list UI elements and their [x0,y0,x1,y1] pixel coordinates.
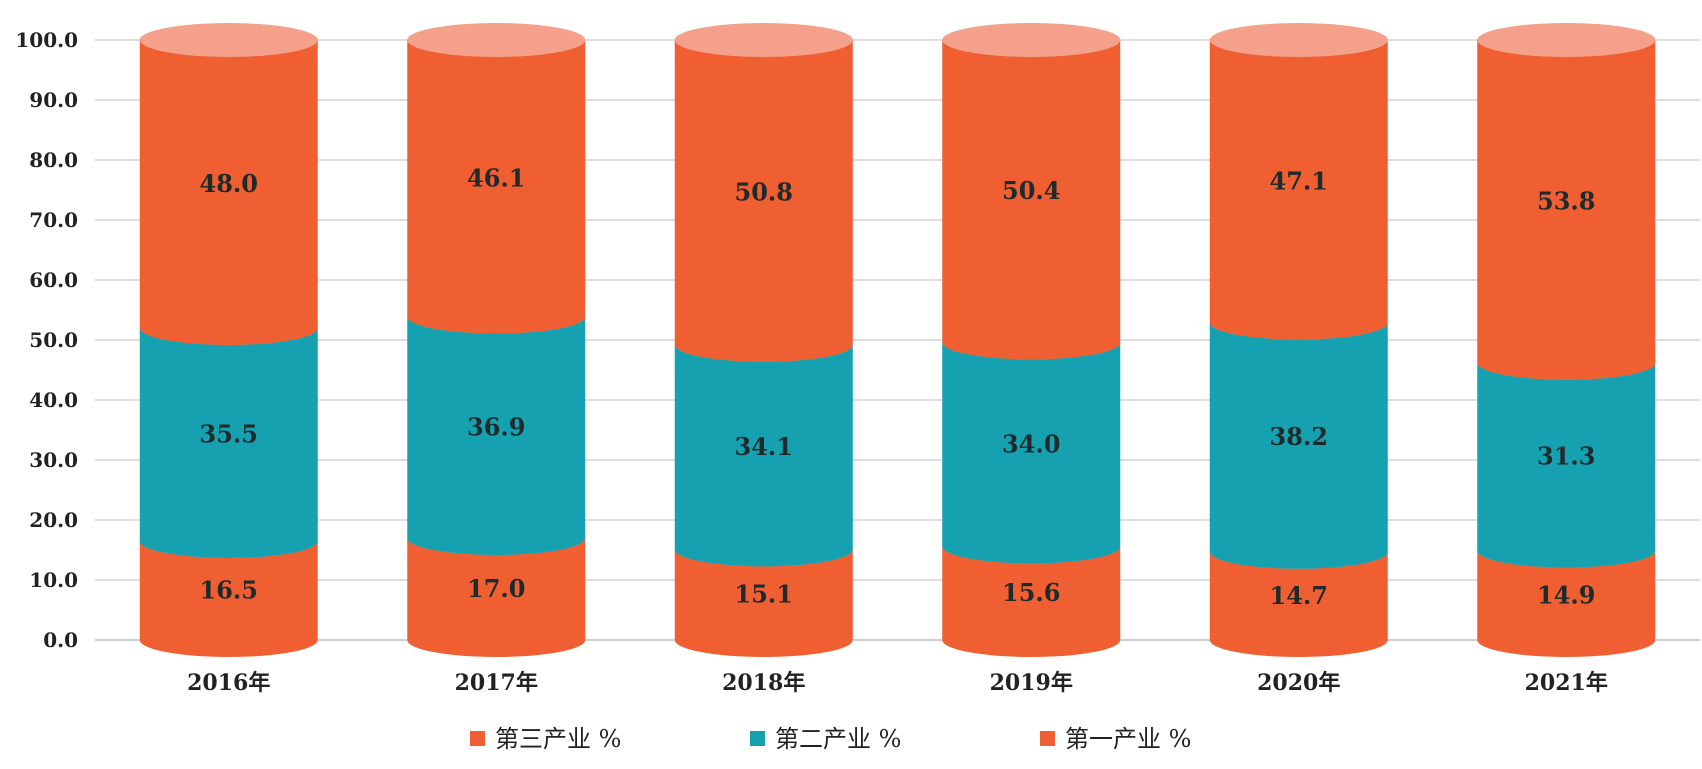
bar-stack: 15.6 34.0 50.4 [942,23,1121,657]
legend-swatch [1040,731,1055,746]
data-label: 15.1 [735,580,793,609]
data-label: 34.0 [1002,429,1060,458]
legend-item: 第一产业 % [1040,725,1191,753]
bar-segment [942,546,1121,657]
bar-segment-cap [139,23,318,57]
bar-segment [1209,551,1388,657]
data-label: 50.4 [1002,176,1060,205]
legend-label: 第二产业 % [775,725,901,753]
y-tick-label: 60.0 [29,268,78,292]
bar-segment [139,328,318,559]
data-label: 35.5 [200,420,258,449]
x-tick-label: 2018年 [722,670,805,696]
bar-segment [674,40,853,362]
x-tick-label: 2020年 [1257,670,1340,696]
bar-segment [407,40,586,334]
data-label: 16.5 [200,576,258,605]
x-axis-ticks: 2016年 2017年 2018年 2019年 2020年 2021年 [187,670,1608,696]
bar-segment [407,538,586,657]
x-tick-label: 2017年 [455,670,538,696]
y-tick-label: 90.0 [29,88,78,112]
y-tick-label: 70.0 [29,208,78,232]
legend-swatch [750,731,765,746]
x-tick-label: 2021年 [1525,670,1608,696]
bar-segment [1477,362,1656,568]
legend: 第三产业 % 第二产业 % 第一产业 % [470,725,1191,753]
x-tick-label: 2019年 [990,670,1073,696]
y-tick-label: 10.0 [29,568,78,592]
y-tick-label: 100.0 [15,28,78,52]
bar-segment-cap [407,23,586,57]
bar-segment [942,40,1121,360]
y-axis-ticks: 0.0 10.0 20.0 30.0 40.0 50.0 60.0 70.0 80.0 90.0 1… [15,28,78,652]
data-label: 38.2 [1270,422,1328,451]
bar-segment [139,541,318,657]
legend-item: 第二产业 % [750,725,901,753]
y-tick-label: 50.0 [29,328,78,352]
bar-segment [139,40,318,345]
data-label: 47.1 [1270,166,1328,195]
data-label: 48.0 [200,169,258,198]
data-label: 46.1 [467,163,525,192]
bar-segment [407,316,586,555]
data-label: 14.7 [1270,581,1328,610]
bar-segment [1477,550,1656,657]
data-label: 14.9 [1537,580,1595,609]
bar-segment-cap [942,23,1121,57]
y-tick-label: 0.0 [43,628,78,652]
data-label: 34.1 [735,432,793,461]
legend-label: 第三产业 % [495,725,621,753]
bar-stack: 14.7 38.2 47.1 [1209,23,1388,657]
bar-segment-cap [674,23,853,57]
y-tick-label: 30.0 [29,448,78,472]
legend-swatch [470,731,485,746]
legend-item: 第三产业 % [470,725,621,753]
y-tick-label: 40.0 [29,388,78,412]
data-label: 50.8 [735,177,793,206]
gridlines [95,39,1700,641]
x-tick-label: 2016年 [187,670,270,696]
bar-stack: 16.5 35.5 48.0 [139,23,318,657]
data-label: 36.9 [467,412,525,441]
y-tick-label: 20.0 [29,508,78,532]
y-tick-label: 80.0 [29,148,78,172]
bar-segment-cap [1209,23,1388,57]
bar-segment-cap [1477,23,1656,57]
data-label: 15.6 [1002,578,1060,607]
data-label: 53.8 [1537,186,1595,215]
bar-segment [1209,40,1388,340]
legend-label: 第一产业 % [1065,725,1191,753]
bar-segment [942,342,1121,564]
bars: 16.5 35.5 48.0 17.0 36.9 46.1 15.1 34.1 50.8 15.6… [139,23,1656,657]
bar-segment [1477,40,1656,380]
bar-segment [674,344,853,567]
bar-segment [1209,322,1388,569]
data-label: 31.3 [1537,442,1595,471]
bar-segment [674,549,853,657]
bar-stack: 17.0 36.9 46.1 [407,23,586,657]
data-label: 17.0 [467,574,525,603]
bar-stack: 14.9 31.3 53.8 [1477,23,1656,657]
bar-stack: 15.1 34.1 50.8 [674,23,853,657]
